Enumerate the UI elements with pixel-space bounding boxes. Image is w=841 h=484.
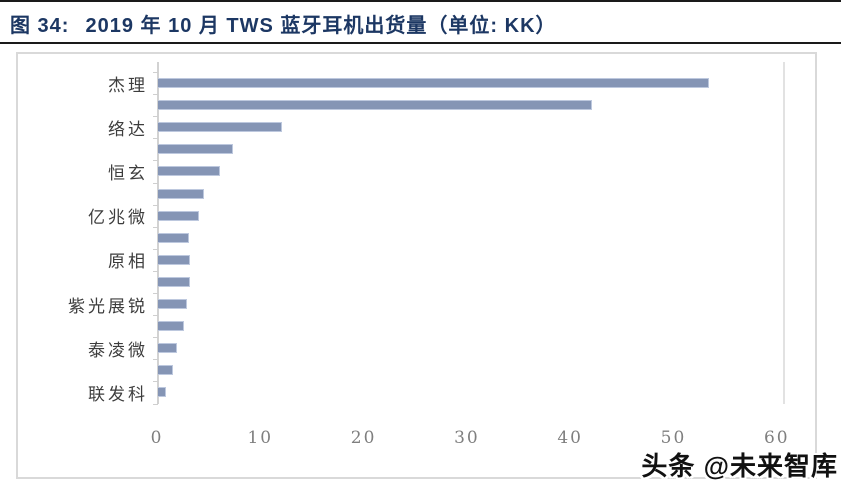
bar [158, 166, 220, 177]
figure-number-label: 图 34: [10, 14, 70, 37]
bar [158, 100, 592, 111]
bar-chart: 杰理络达恒玄亿兆微原相紫光展锐泰凌微联发科 0 10 20 30 40 50 60 [16, 52, 817, 479]
category-tick-mark [153, 315, 158, 317]
category-tick-mark [153, 359, 158, 361]
x-axis-tick-label: 50 [660, 428, 687, 448]
category-label: 紫光展锐 [68, 296, 148, 317]
category-tick-mark [153, 248, 158, 250]
category-tick-mark [153, 226, 158, 228]
category-label: 恒玄 [108, 163, 148, 184]
bar [158, 210, 199, 221]
category-tick-mark [153, 337, 158, 339]
category-label: 络达 [108, 119, 148, 140]
plot-right-border [783, 62, 785, 404]
bar [158, 321, 184, 332]
bar [158, 254, 190, 265]
x-axis-tick-label: 30 [454, 428, 480, 448]
bar [158, 188, 204, 199]
category-label: 联发科 [88, 384, 148, 405]
category-tick-mark [153, 138, 158, 140]
figure-title-text: 2019 年 10 月 TWS 蓝牙耳机出货量（单位: KK） [85, 14, 557, 37]
top-rule [0, 0, 841, 2]
x-axis-tick-label: 60 [763, 428, 790, 448]
category-tick-mark [153, 381, 158, 383]
figure-title: 图 34: 2019 年 10 月 TWS 蓝牙耳机出货量（单位: KK） [10, 7, 835, 39]
x-axis-tick-label: 0 [150, 428, 164, 448]
bar [158, 343, 177, 354]
category-tick-mark [153, 116, 158, 118]
title-divider-rule [0, 42, 841, 44]
x-axis-tick-label: 20 [350, 428, 377, 448]
category-label: 亿兆微 [88, 208, 148, 229]
category-tick-mark [153, 160, 158, 162]
bar [158, 144, 233, 155]
category-tick-mark [153, 72, 158, 73]
x-axis-tick-label: 10 [247, 428, 274, 448]
x-axis-tick-label: 40 [557, 428, 584, 448]
category-tick-mark [153, 94, 158, 96]
bar [158, 365, 173, 376]
bar [158, 78, 709, 88]
bar [158, 299, 187, 309]
category-label: 原相 [108, 252, 148, 273]
watermark: 头条 @未来智库 [641, 451, 838, 481]
category-tick-mark [153, 182, 158, 184]
bar [158, 276, 190, 287]
category-tick-mark [153, 270, 158, 272]
plot-area: 杰理络达恒玄亿兆微原相紫光展锐泰凌微联发科 0 10 20 30 40 50 60 [18, 54, 815, 477]
category-tick-mark [153, 403, 158, 405]
category-label: 泰凌微 [88, 340, 148, 361]
category-label: 杰理 [108, 75, 148, 96]
bar [158, 232, 189, 243]
bar [158, 387, 166, 398]
category-tick-mark [153, 204, 158, 206]
bar [158, 122, 282, 133]
category-tick-mark [153, 293, 158, 294]
